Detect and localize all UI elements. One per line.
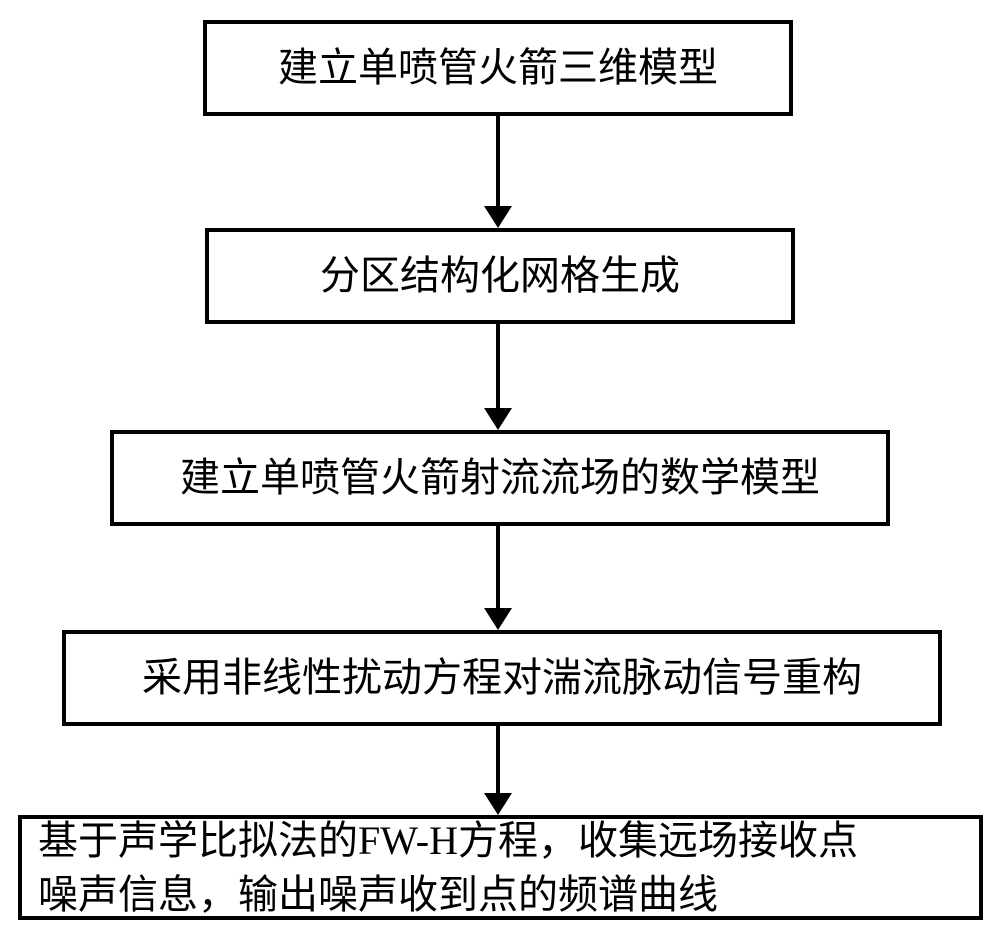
flow-node-2: 分区结构化网格生成 (205, 228, 795, 324)
arrow-4-shaft (496, 726, 500, 793)
arrow-2-head (484, 408, 512, 430)
arrow-1-shaft (496, 116, 500, 206)
flow-node-2-label: 分区结构化网格生成 (320, 249, 680, 303)
flow-node-5: 基于声学比拟法的FW-H方程，收集远场接收点 噪声信息，输出噪声收到点的频谱曲线 (18, 815, 983, 920)
flow-node-1: 建立单喷管火箭三维模型 (203, 20, 793, 116)
arrow-3-shaft (496, 526, 500, 608)
flow-node-1-label: 建立单喷管火箭三维模型 (278, 41, 718, 95)
arrow-3-head (484, 608, 512, 630)
arrow-2-shaft (496, 324, 500, 408)
flowchart-canvas: 建立单喷管火箭三维模型 分区结构化网格生成 建立单喷管火箭射流流场的数学模型 采… (0, 0, 1000, 935)
arrow-1-head (484, 206, 512, 228)
flow-node-3-label: 建立单喷管火箭射流流场的数学模型 (180, 451, 820, 505)
arrow-4-head (484, 793, 512, 815)
flow-node-3: 建立单喷管火箭射流流场的数学模型 (110, 430, 890, 526)
flow-node-4: 采用非线性扰动方程对湍流脉动信号重构 (62, 630, 942, 726)
flow-node-4-label: 采用非线性扰动方程对湍流脉动信号重构 (142, 651, 862, 705)
flow-node-5-label: 基于声学比拟法的FW-H方程，收集远场接收点 噪声信息，输出噪声收到点的频谱曲线 (38, 814, 858, 922)
